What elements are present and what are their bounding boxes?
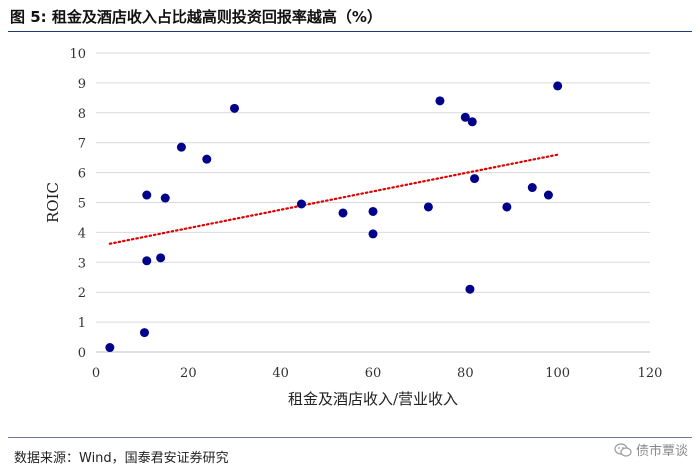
data-source-note: 数据来源：Wind，国泰君安证券研究 xyxy=(14,451,229,466)
x-tick-label: 80 xyxy=(457,366,474,381)
data-point xyxy=(502,202,512,212)
y-tick-label: 2 xyxy=(78,286,86,301)
data-point xyxy=(470,174,480,184)
y-tick-label: 1 xyxy=(78,316,86,331)
y-axis-label: ROIC xyxy=(44,182,62,223)
data-point xyxy=(435,96,445,106)
x-tick-label: 0 xyxy=(92,366,100,381)
watermark: 债市覃谈 xyxy=(614,440,688,459)
data-point xyxy=(142,256,152,266)
y-tick-label: 5 xyxy=(78,197,86,212)
y-tick-label: 3 xyxy=(78,256,86,271)
trendline xyxy=(108,153,559,245)
data-point xyxy=(465,284,475,294)
y-tick-label: 0 xyxy=(78,346,86,361)
data-point xyxy=(139,328,149,338)
data-point xyxy=(553,81,563,91)
data-point xyxy=(368,229,378,239)
x-tick-label: 40 xyxy=(272,366,289,381)
watermark-text: 债市覃谈 xyxy=(635,444,688,459)
chart-title: 图 5: 租金及酒店收入占比越高则投资回报率越高（%） xyxy=(10,8,382,26)
y-tick-label: 4 xyxy=(78,226,86,241)
gridlines xyxy=(96,52,650,323)
data-point xyxy=(105,343,115,353)
x-tick-labels: 0 20 40 60 80 100 120 xyxy=(92,366,663,381)
data-point xyxy=(368,206,378,216)
data-point xyxy=(142,190,152,200)
data-point xyxy=(338,208,348,218)
y-tick-label: 8 xyxy=(78,107,86,122)
data-point xyxy=(296,199,306,209)
data-point xyxy=(423,202,433,212)
title-rule xyxy=(8,31,692,32)
y-tick-label: 6 xyxy=(78,167,86,182)
x-tick-label: 120 xyxy=(638,366,663,381)
data-point xyxy=(202,154,212,164)
y-tick-label: 9 xyxy=(78,77,86,92)
data-point xyxy=(156,253,166,263)
data-point xyxy=(527,183,537,193)
x-tick-label: 20 xyxy=(180,366,197,381)
data-point xyxy=(467,117,477,127)
y-tick-label: 10 xyxy=(69,47,86,62)
wechat-icon xyxy=(614,442,632,457)
x-axis-label: 租金及酒店收入/营业收入 xyxy=(288,390,458,408)
data-point xyxy=(160,193,170,203)
y-tick-labels: 0 1 2 3 4 5 6 7 8 9 10 xyxy=(69,47,86,361)
data-point xyxy=(460,112,470,122)
y-tick-label: 7 xyxy=(78,137,86,152)
data-point xyxy=(176,142,186,152)
footer-rule xyxy=(8,437,692,438)
data-point xyxy=(543,190,553,200)
x-tick-label: 100 xyxy=(545,366,570,381)
trendline-group xyxy=(108,153,559,245)
data-point xyxy=(230,103,239,113)
data-points xyxy=(105,81,563,353)
x-tick-label: 60 xyxy=(365,366,382,381)
